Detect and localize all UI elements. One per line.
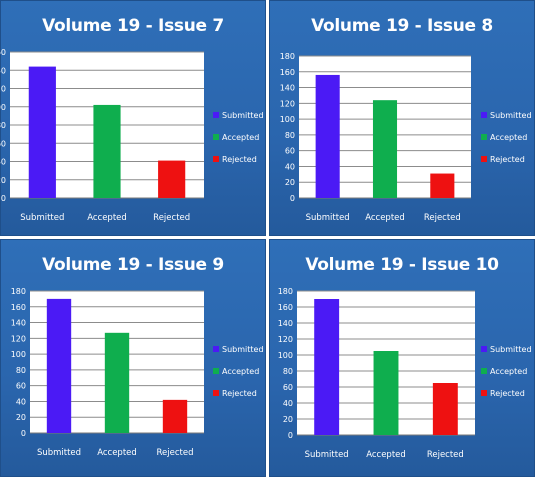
chart-svg-issue-8: 0 20 40 60 80 100 120 140 160 180 Submitted Accepte…: [280, 52, 532, 223]
bar-submitted: [315, 74, 340, 198]
x-tick-label: Rejected: [157, 448, 194, 458]
legend-label: Submitted: [222, 111, 264, 120]
y-tick-label: 180: [11, 287, 26, 296]
bar-submitted: [28, 66, 56, 198]
chart-panel-issue-10: Volume 19 - Issue 10 0 20 40 60 80 100 120 140 1…: [269, 239, 535, 477]
bar-submitted: [314, 299, 340, 435]
bar-rejected: [432, 383, 458, 435]
legend-swatch: [213, 368, 219, 374]
y-tick-label: 120: [280, 99, 295, 108]
chart-svg-issue-9: 0 20 40 60 80 100 120 140 160 180 Submitted Accepte…: [11, 287, 264, 458]
legend-swatch: [481, 390, 487, 396]
bar-rejected: [158, 160, 186, 198]
chart-panel-issue-9: Volume 19 - Issue 9 0 20 40 60 80 100 120 140 16…: [0, 239, 266, 477]
y-tick-label: 40: [285, 162, 295, 171]
legend-swatch: [481, 346, 487, 352]
y-tick-label: 0: [21, 429, 26, 438]
chart-title: Volume 19 - Issue 7: [42, 16, 224, 36]
y-tick-label: 20: [285, 178, 295, 187]
y-tick-label: 100: [0, 103, 6, 112]
y-tick-label: 60: [283, 383, 293, 392]
legend-label: Submitted: [490, 111, 532, 120]
y-tick-label: 80: [285, 131, 295, 140]
x-tick-label: Accepted: [87, 213, 127, 223]
bar-accepted: [104, 332, 130, 433]
y-tick-label: 80: [0, 121, 6, 130]
y-tick-label: 0: [1, 194, 6, 203]
y-tick-label: 140: [0, 66, 6, 75]
chart-title: Volume 19 - Issue 9: [42, 255, 224, 275]
y-tick-label: 160: [0, 48, 6, 57]
x-tick-label: Submitted: [306, 213, 350, 223]
legend-label: Rejected: [222, 389, 257, 398]
bar-submitted: [46, 298, 72, 433]
y-tick-label: 140: [278, 319, 293, 328]
legend-label: Rejected: [490, 389, 525, 398]
y-tick-label: 20: [0, 176, 6, 185]
bar-rejected: [430, 173, 455, 198]
bar-accepted: [373, 351, 399, 435]
legend-swatch: [213, 156, 219, 162]
y-tick-label: 100: [280, 115, 295, 124]
y-tick-label: 80: [16, 366, 26, 375]
y-tick-label: 40: [283, 399, 293, 408]
x-tick-label: Submitted: [305, 450, 349, 460]
chart-svg-issue-7: 0 20 40 60 80 100 120 140 160 Submitted Accepted Re…: [0, 48, 264, 223]
bar-accepted: [372, 100, 398, 198]
legend-swatch: [481, 156, 487, 162]
legend-swatch: [481, 112, 487, 118]
y-tick-label: 0: [288, 431, 293, 440]
bar-rejected: [162, 399, 188, 433]
y-tick-label: 120: [11, 334, 26, 343]
chart-title: Volume 19 - Issue 10: [305, 255, 499, 275]
y-tick-label: 140: [11, 319, 26, 328]
y-tick-label: 60: [285, 147, 295, 156]
y-tick-label: 160: [280, 68, 295, 77]
y-tick-label: 40: [0, 158, 6, 167]
x-tick-label: Submitted: [37, 448, 81, 458]
legend-label: Rejected: [222, 155, 257, 164]
y-tick-label: 0: [290, 194, 295, 203]
legend-label: Rejected: [490, 155, 525, 164]
legend-label: Accepted: [222, 367, 259, 376]
y-tick-label: 160: [11, 303, 26, 312]
chart-panel-issue-8: Volume 19 - Issue 8 0 20 40 60 80 100 120 140 16…: [269, 0, 535, 236]
y-tick-label: 180: [280, 52, 295, 61]
y-tick-label: 180: [278, 287, 293, 296]
y-tick-label: 20: [16, 413, 26, 422]
y-tick-label: 80: [283, 367, 293, 376]
legend-label: Accepted: [222, 133, 259, 142]
legend-label: Submitted: [490, 345, 532, 354]
y-tick-label: 140: [280, 84, 295, 93]
legend-swatch: [213, 112, 219, 118]
y-tick-label: 20: [283, 415, 293, 424]
legend-label: Accepted: [490, 133, 527, 142]
y-tick-label: 160: [278, 303, 293, 312]
legend-label: Submitted: [222, 345, 264, 354]
chart-svg-issue-10: 0 20 40 60 80 100 120 140 160 180 Submitted Accepte…: [278, 287, 532, 460]
legend-swatch: [213, 346, 219, 352]
legend-label: Accepted: [490, 367, 527, 376]
x-tick-label: Rejected: [153, 213, 190, 223]
y-tick-label: 100: [11, 350, 26, 359]
y-tick-label: 40: [16, 397, 26, 406]
x-tick-label: Submitted: [20, 213, 64, 223]
bar-accepted: [93, 104, 121, 198]
x-tick-label: Rejected: [424, 213, 461, 223]
x-tick-label: Accepted: [365, 213, 405, 223]
legend-swatch: [481, 368, 487, 374]
legend-swatch: [213, 390, 219, 396]
chart-panel-issue-7: Volume 19 - Issue 7 0 20 40 60 80 100 120 140 16…: [0, 0, 266, 236]
legend-swatch: [481, 134, 487, 140]
x-tick-label: Rejected: [427, 450, 464, 460]
y-tick-label: 120: [0, 85, 6, 94]
chart-title: Volume 19 - Issue 8: [311, 16, 493, 36]
x-tick-label: Accepted: [97, 448, 137, 458]
y-tick-label: 100: [278, 351, 293, 360]
legend-swatch: [213, 134, 219, 140]
y-tick-label: 60: [0, 139, 6, 148]
y-tick-label: 60: [16, 382, 26, 391]
x-tick-label: Accepted: [366, 450, 406, 460]
y-tick-label: 120: [278, 335, 293, 344]
